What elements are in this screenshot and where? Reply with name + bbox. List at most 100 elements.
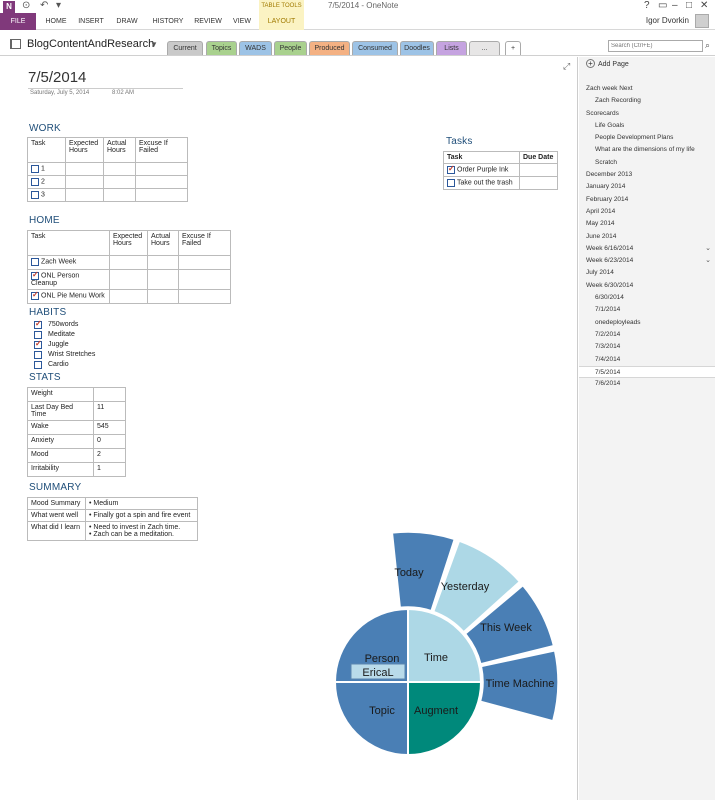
customize-qat-icon[interactable]: ▾	[56, 0, 62, 11]
list-item[interactable]: Wrist Stretches	[34, 350, 95, 360]
summary-value[interactable]: Zach can be a meditation.	[89, 531, 194, 538]
help-icon[interactable]: ?	[644, 0, 650, 11]
checkbox[interactable]	[34, 339, 42, 349]
stat-value[interactable]: 0	[93, 434, 126, 449]
tab-home[interactable]: HOME	[45, 18, 67, 25]
page-list-item[interactable]: Zach Recording	[579, 95, 715, 107]
back-icon[interactable]: ⊙	[22, 0, 31, 11]
checkbox[interactable]	[31, 270, 39, 280]
page-list-item[interactable]: 7/4/2014	[579, 354, 715, 366]
checkbox[interactable]	[447, 164, 455, 174]
user-name[interactable]: Igor Dvorkin	[645, 16, 689, 25]
table-row[interactable]: What went wellFinally got a spin and fir…	[27, 509, 198, 522]
restore-ribbon-icon[interactable]: ▭	[658, 0, 668, 11]
table-row[interactable]: Wake 545	[27, 420, 126, 435]
notebook-name[interactable]: BlogContentAndResearch	[27, 38, 155, 50]
table-row[interactable]: ONL Pie Menu Work	[27, 289, 231, 305]
tasks-table[interactable]: Task Due Date Order Purple Ink Take out …	[443, 151, 558, 190]
tab-file[interactable]: FILE	[0, 13, 36, 30]
chevron-down-icon[interactable]: ⌄	[705, 257, 711, 265]
tab-section-2[interactable]: WADS	[239, 41, 272, 55]
summary-table[interactable]: Mood SummaryMedium What went wellFinally…	[27, 497, 198, 541]
table-row[interactable]: Anxiety 0	[27, 434, 126, 449]
tab-section-5[interactable]: Consumed	[352, 41, 398, 55]
stat-value[interactable]	[93, 387, 126, 402]
checkbox[interactable]	[31, 165, 39, 173]
expand-icon[interactable]: ⤢	[563, 61, 571, 71]
page-list-item[interactable]: onedeployleads	[579, 317, 715, 329]
table-row[interactable]: Irritability 1	[27, 462, 126, 477]
pie-slice-time[interactable]	[407, 607, 483, 683]
chevron-down-icon[interactable]: ⌄	[705, 244, 711, 252]
page-list-item[interactable]: 7/5/2014	[579, 365, 715, 379]
table-row[interactable]: Mood 2	[27, 448, 126, 463]
list-item[interactable]: Juggle	[34, 339, 95, 350]
tab-section-9[interactable]: +	[505, 41, 521, 55]
pie-outer-slice-2[interactable]	[464, 584, 555, 665]
table-row[interactable]: Take out the trash	[443, 176, 558, 190]
maximize-icon[interactable]: □	[686, 0, 693, 11]
tab-view[interactable]: VIEW	[233, 18, 251, 25]
pie-menu[interactable]: Person EricaL Time Topic Augment Today Yesterd…	[300, 477, 570, 797]
tab-section-0[interactable]: Current	[167, 41, 203, 55]
page-list-item[interactable]: December 2013	[579, 169, 715, 181]
tab-section-4[interactable]: Produced	[309, 41, 350, 55]
page-list-item[interactable]: February 2014	[579, 194, 715, 206]
tab-history[interactable]: HISTORY	[152, 18, 184, 25]
table-row[interactable]: 2	[27, 175, 188, 189]
page-list-item[interactable]: April 2014	[579, 206, 715, 218]
pie-slice-augment[interactable]	[407, 681, 483, 757]
tab-layout[interactable]: LAYOUT	[259, 13, 304, 30]
page-title[interactable]: 7/5/2014	[28, 69, 87, 86]
checkbox[interactable]	[31, 290, 39, 301]
pie-outer-slice-0[interactable]	[391, 531, 456, 612]
checkbox[interactable]	[34, 361, 42, 369]
pie-outer-slice-3[interactable]	[479, 649, 559, 722]
table-row[interactable]: Mood SummaryMedium	[27, 497, 198, 510]
table-row[interactable]: Zach Week	[27, 255, 231, 270]
page-list-item[interactable]: 7/6/2014	[579, 378, 715, 390]
page-list-item[interactable]: 6/30/2014	[579, 292, 715, 304]
tab-section-8[interactable]: ...	[469, 41, 500, 55]
tab-insert[interactable]: INSERT	[78, 18, 104, 25]
stat-value[interactable]: 545	[93, 420, 126, 435]
tab-draw[interactable]: DRAW	[116, 18, 138, 25]
page-list-item[interactable]: January 2014	[579, 181, 715, 193]
work-table[interactable]: Task Expected Hours Actual Hours Excuse …	[27, 137, 188, 202]
chevron-down-icon[interactable]: ▼	[150, 40, 158, 49]
checkbox[interactable]	[34, 331, 42, 339]
summary-value[interactable]: Finally got a spin and fire event	[89, 512, 190, 519]
list-item[interactable]: Cardio	[34, 360, 95, 370]
notebook-icon[interactable]	[10, 39, 21, 49]
page-list-item[interactable]: July 2014	[579, 267, 715, 279]
table-row[interactable]: 3	[27, 188, 188, 202]
table-row[interactable]: ONL Person Cleanup	[27, 268, 231, 291]
tab-section-1[interactable]: Topics	[206, 41, 237, 55]
page-list-item[interactable]: 7/2/2014	[579, 329, 715, 341]
table-row[interactable]: Weight	[27, 387, 126, 402]
page-list-item[interactable]: 7/3/2014	[579, 341, 715, 353]
page-list-item[interactable]: Zach week Next	[579, 83, 715, 95]
table-row[interactable]: Last Day Bed Time 11	[27, 401, 126, 421]
page-list-item[interactable]: 7/1/2014	[579, 304, 715, 316]
table-row[interactable]: 1	[27, 162, 188, 176]
summary-value[interactable]: Need to invest in Zach time.	[89, 524, 194, 531]
checkbox[interactable]	[34, 351, 42, 359]
close-icon[interactable]: ✕	[700, 0, 709, 11]
tab-section-3[interactable]: People	[274, 41, 307, 55]
tab-section-6[interactable]: Doodles	[400, 41, 434, 55]
minimize-icon[interactable]: –	[672, 0, 678, 11]
list-item[interactable]: Meditate	[34, 330, 95, 340]
checkbox[interactable]	[34, 319, 42, 329]
page-list-item[interactable]: People Development Plans	[579, 132, 715, 144]
checkbox[interactable]	[31, 178, 39, 186]
tab-review[interactable]: REVIEW	[194, 18, 222, 25]
page-list-item[interactable]: Week 6/30/2014	[579, 280, 715, 292]
checkbox[interactable]	[447, 179, 455, 187]
stat-value[interactable]: 1	[93, 462, 126, 477]
page-list-item[interactable]: June 2014	[579, 231, 715, 243]
search-input[interactable]	[608, 40, 703, 52]
table-row[interactable]: Order Purple Ink	[443, 163, 558, 177]
page-list-item[interactable]: Week 6/16/2014 ⌄	[579, 243, 715, 255]
checkbox[interactable]	[31, 258, 39, 266]
